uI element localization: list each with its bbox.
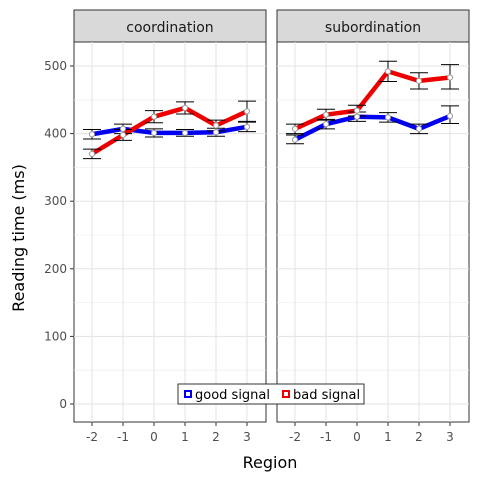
legend-key-good-signal (184, 390, 192, 398)
strip-header (73, 9, 267, 43)
x-tick-label: 0 (353, 430, 361, 444)
legend-label-bad-signal: bad signal (293, 388, 360, 403)
x-tick-label: 2 (212, 430, 220, 444)
data-point (353, 107, 361, 114)
x-tick-label: -1 (320, 430, 332, 444)
data-point (212, 129, 220, 136)
data-point (181, 129, 189, 137)
x-tick-label: -2 (289, 430, 301, 444)
x-tick-label: 1 (384, 430, 392, 444)
panel-background (73, 41, 267, 423)
data-point (150, 129, 158, 137)
data-point (353, 113, 361, 120)
panel-coordination: coordination (73, 9, 267, 423)
x-tick-label: 3 (243, 430, 251, 444)
strip-title: coordination (126, 20, 213, 36)
legend: good signal bad signal (177, 383, 365, 405)
panel-background (276, 41, 470, 423)
data-point (212, 122, 220, 129)
data-point (150, 113, 158, 120)
data-point (322, 121, 330, 128)
y-tick-label: 500 (44, 59, 67, 73)
y-tick-label: 300 (44, 194, 67, 208)
series-line-good-signal (292, 113, 453, 142)
data-point (415, 77, 423, 84)
data-point (291, 125, 299, 132)
data-point (446, 74, 454, 81)
data-point (181, 104, 189, 112)
legend-key-bad-signal (282, 390, 290, 398)
x-axis-title: Region (243, 453, 298, 472)
panel-subordination: subordination (276, 9, 470, 423)
strip-title: subordination (325, 20, 421, 36)
data-point (119, 125, 127, 132)
legend-box (177, 383, 365, 405)
data-point (291, 136, 299, 143)
data-point (88, 131, 96, 138)
data-point (243, 108, 251, 115)
data-point (384, 114, 392, 121)
data-point (415, 125, 423, 132)
y-axis-title: Reading time (ms) (9, 164, 28, 312)
x-tick-label: 1 (181, 430, 189, 444)
y-tick-label: 0 (59, 397, 67, 411)
x-tick-label: 3 (446, 430, 454, 444)
y-tick-label: 100 (44, 329, 67, 343)
data-point (384, 68, 392, 75)
series-line-bad-signal (89, 105, 250, 157)
strip-header (276, 9, 470, 43)
y-tick-label: 200 (44, 262, 67, 276)
x-tick-label: -1 (117, 430, 129, 444)
x-axis: -2 -1 0 1 2 3 -2 -1 0 1 2 3 (86, 422, 454, 444)
data-point (243, 123, 251, 130)
x-tick-label: 0 (150, 430, 158, 444)
x-tick-label: -2 (86, 430, 98, 444)
data-point (119, 131, 127, 139)
panels-layer: coordination subordination (73, 9, 470, 423)
y-axis: 0 100 200 300 400 500 (44, 59, 74, 411)
data-point (322, 111, 330, 118)
x-tick-label: 2 (415, 430, 423, 444)
data-point (446, 112, 454, 120)
data-point (88, 150, 96, 157)
series-line-bad-signal (292, 69, 453, 132)
legend-label-good-signal: good signal (195, 388, 270, 403)
y-tick-label: 400 (44, 127, 67, 141)
